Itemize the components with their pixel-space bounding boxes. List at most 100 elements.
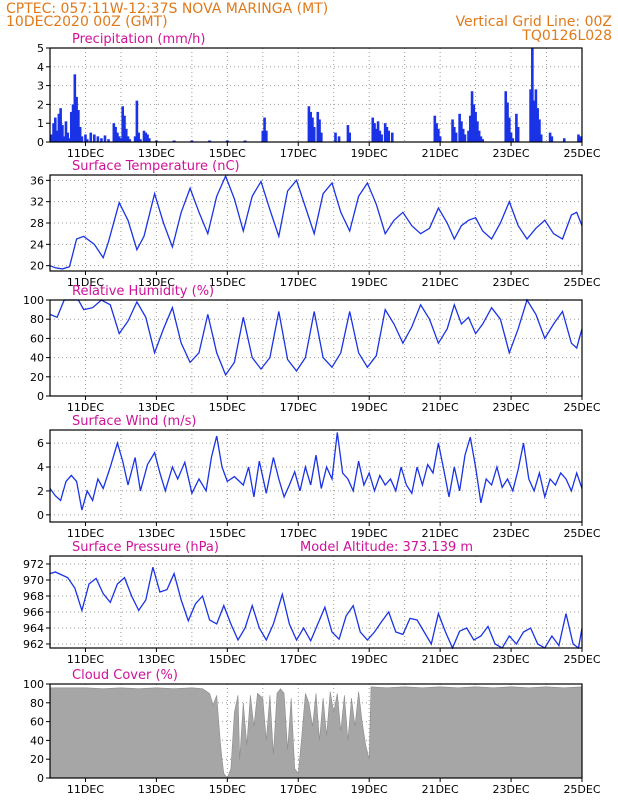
y-tick-label: 0 (37, 509, 44, 522)
precip-bar (376, 121, 380, 142)
station-header: CPTEC: 057:11W-12:37S NOVA MARINGA (MT) (6, 1, 328, 17)
precip-bar (538, 119, 541, 142)
precip-bar (68, 138, 71, 142)
panel-title: Surface Wind (m/s) (72, 414, 196, 429)
precip-bar (261, 130, 265, 142)
x-tick-label: 17DEC (280, 147, 317, 160)
precip-bar (529, 89, 532, 142)
panel-4: Surface Pressure (hPa) Model Altitude: 37… (23, 540, 601, 666)
cloud-area (49, 686, 583, 779)
precip-bar (318, 119, 321, 142)
x-tick-label: 19DEC (351, 783, 388, 796)
x-tick-label: 21DEC (422, 653, 459, 666)
x-tick-label: 13DEC (138, 401, 175, 414)
precip-bar (114, 126, 117, 142)
precip-bar (123, 115, 126, 142)
precip-bar (378, 130, 382, 142)
precip-bar (107, 139, 110, 142)
precip-bar (61, 125, 64, 142)
precip-bar (320, 132, 323, 142)
panel-frame (49, 174, 583, 272)
precip-bar (75, 96, 78, 142)
precip-bar (468, 115, 472, 142)
precip-bar (481, 139, 484, 142)
panel-3: Surface Wind (m/s) 0 2 4 6 11DEC 13DEC 15DEC 17D… (37, 414, 601, 540)
y-tick-label: 40 (30, 734, 44, 747)
precip-bar (383, 123, 387, 142)
precip-bar (57, 113, 61, 142)
y-tick-label: 40 (30, 352, 44, 365)
precip-bar (346, 125, 350, 142)
panel-2: Relative Humidity (%) 0 20 40 60 80 100 11DEC 13… (23, 284, 601, 414)
x-tick-label: 11DEC (67, 527, 104, 540)
precip-bar (154, 140, 158, 142)
x-tick-label: 25DEC (563, 276, 600, 289)
x-tick-label: 23DEC (493, 276, 530, 289)
precip-bar (435, 123, 438, 142)
precip-bar (50, 134, 54, 142)
x-tick-label: 23DEC (493, 401, 530, 414)
panel-1: Surface Temperature (nC) 20 24 28 32 36 11DEC 1… (30, 159, 601, 289)
precip-bar (451, 119, 454, 142)
precip-bar (348, 132, 351, 142)
y-tick-label: 100 (23, 294, 44, 307)
precip-bar (548, 132, 552, 142)
precip-bar (112, 123, 116, 142)
precip-bar (477, 130, 481, 142)
x-tick-label: 23DEC (493, 147, 530, 160)
x-tick-label: 17DEC (280, 783, 317, 796)
x-tick-label: 11DEC (67, 401, 104, 414)
y-tick-label: 2 (37, 485, 44, 498)
y-tick-label: 3 (37, 80, 44, 93)
precip-bar (506, 102, 509, 142)
precip-bar (208, 140, 212, 142)
x-tick-label: 21DEC (422, 783, 459, 796)
precip-bar (80, 136, 84, 142)
y-tick-label: 6 (37, 437, 44, 450)
precip-bar (172, 140, 176, 142)
y-tick-label: 20 (30, 371, 44, 384)
precip-bar (133, 136, 137, 142)
precip-bar (463, 134, 467, 142)
precip-bar (516, 126, 520, 142)
precip-bar (84, 134, 87, 142)
precip-bar (64, 121, 68, 142)
x-tick-label: 11DEC (67, 783, 104, 796)
precip-bar (137, 132, 140, 142)
precip-bar (373, 123, 376, 142)
precip-bar (371, 117, 375, 142)
precip-bar (52, 123, 55, 142)
precip-bar (265, 130, 268, 142)
precip-bar (454, 132, 458, 142)
precip-bar (460, 121, 463, 142)
series-line (49, 298, 583, 377)
precip-bar (69, 111, 73, 142)
panel-frame (49, 683, 583, 779)
x-tick-label: 11DEC (67, 276, 104, 289)
x-tick-label: 13DEC (138, 527, 175, 540)
precip-bar (577, 134, 580, 142)
y-tick-label: 60 (30, 716, 44, 729)
precip-bar (126, 136, 130, 142)
precip-bar (311, 117, 314, 142)
precip-bar (550, 136, 554, 142)
x-tick-label: 25DEC (563, 401, 600, 414)
precip-bar (142, 130, 146, 142)
x-tick-label: 17DEC (280, 276, 317, 289)
precip-bar (73, 74, 77, 142)
x-tick-label: 25DEC (563, 527, 600, 540)
precip-bar (532, 100, 536, 142)
precip-bar (117, 136, 121, 142)
precip-bar (85, 139, 89, 142)
x-tick-label: 15DEC (209, 276, 246, 289)
precip-bar (54, 117, 57, 142)
y-tick-label: 0 (37, 136, 44, 149)
y-tick-label: 24 (30, 238, 44, 251)
x-tick-label: 17DEC (280, 401, 317, 414)
precip-bar (146, 134, 149, 142)
precip-bar (190, 140, 194, 142)
precip-bar (337, 136, 341, 142)
y-tick-label: 20 (30, 260, 44, 273)
precip-bar (139, 139, 142, 142)
